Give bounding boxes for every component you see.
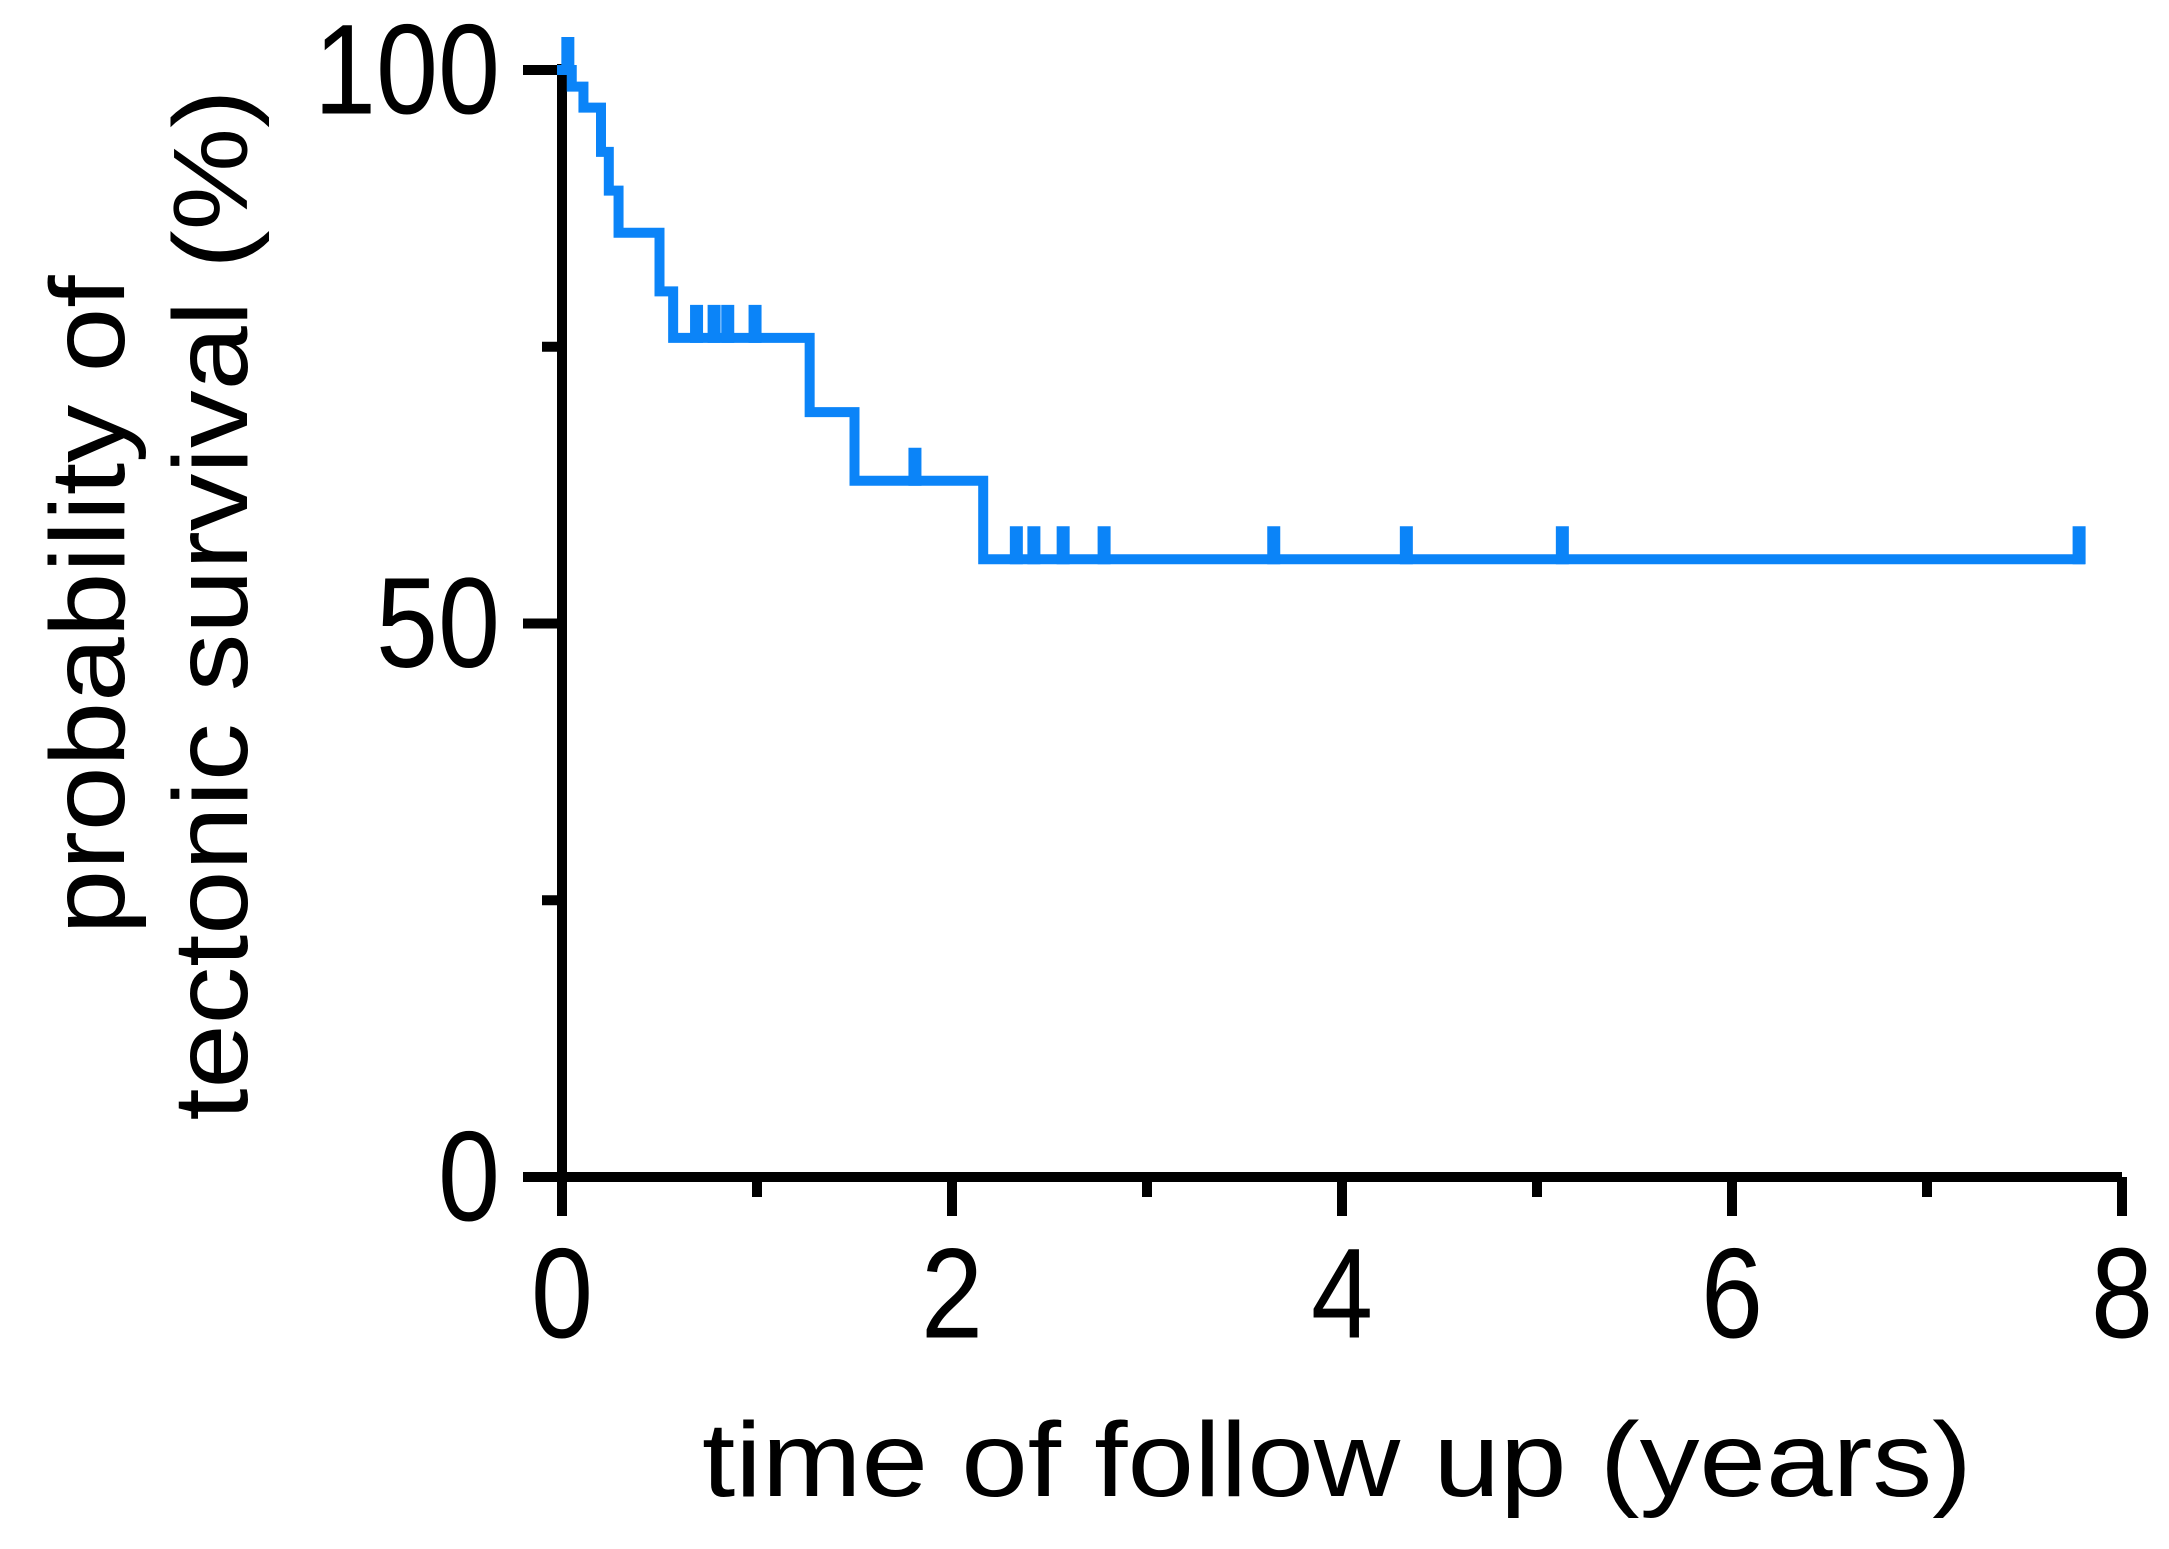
survival-curve-series: [557, 37, 2086, 565]
y-tick-label-50: 50: [376, 552, 500, 695]
y-tick-label-100: 100: [314, 0, 500, 142]
axis-ticks: [523, 65, 2127, 1216]
censor-tick-marks: [561, 37, 2086, 565]
x-tick-label-8: 8: [2091, 1223, 2153, 1366]
survival-step-curve: [557, 65, 2085, 565]
y-axis-title-line2: tectonic survival (%): [152, 90, 270, 1121]
y-tick-label-0: 0: [438, 1106, 500, 1249]
axes: [557, 64, 2122, 1216]
x-tick-label-4: 4: [1311, 1223, 1373, 1366]
x-tick-label-2: 2: [921, 1223, 983, 1366]
y-axis-title-line1: probability of: [29, 275, 147, 935]
x-tick-label-0: 0: [531, 1223, 593, 1366]
x-tick-label-6: 6: [1701, 1223, 1763, 1366]
x-axis-title: time of follow up (years): [702, 1401, 1972, 1519]
tick-labels: 0 50 100 0 2 4 6 8: [314, 0, 2153, 1366]
